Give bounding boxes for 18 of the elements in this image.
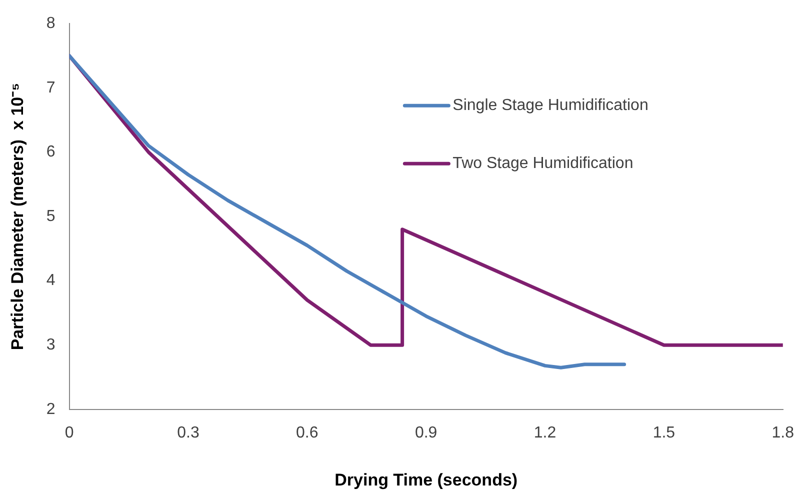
y-axis-title: Particle Diameter (meters) x 10⁻⁵: [8, 82, 27, 350]
y-tick-label: 7: [46, 79, 56, 96]
legend-label: Single Stage Humidification: [452, 97, 648, 114]
y-tick-label: 3: [46, 336, 56, 354]
y-tick-label: 6: [46, 144, 56, 161]
y-tick-label: 4: [46, 272, 56, 290]
x-axis-title: Drying Time (seconds): [334, 470, 518, 490]
x-tick-label: 1.8: [772, 424, 794, 442]
x-tick-label: 0: [64, 424, 74, 442]
x-tick-label: 0.3: [177, 424, 200, 442]
x-tick-label: 0.6: [296, 424, 318, 442]
y-tick-label: 2: [46, 400, 56, 418]
legend-label: Two Stage Humidification: [452, 155, 634, 172]
x-tick-label: 0.9: [414, 424, 438, 442]
x-tick-label: 1.5: [652, 424, 676, 442]
y-tick-label: 8: [46, 15, 56, 32]
y-tick-label: 5: [46, 208, 56, 225]
x-tick-label: 1.2: [534, 424, 556, 442]
